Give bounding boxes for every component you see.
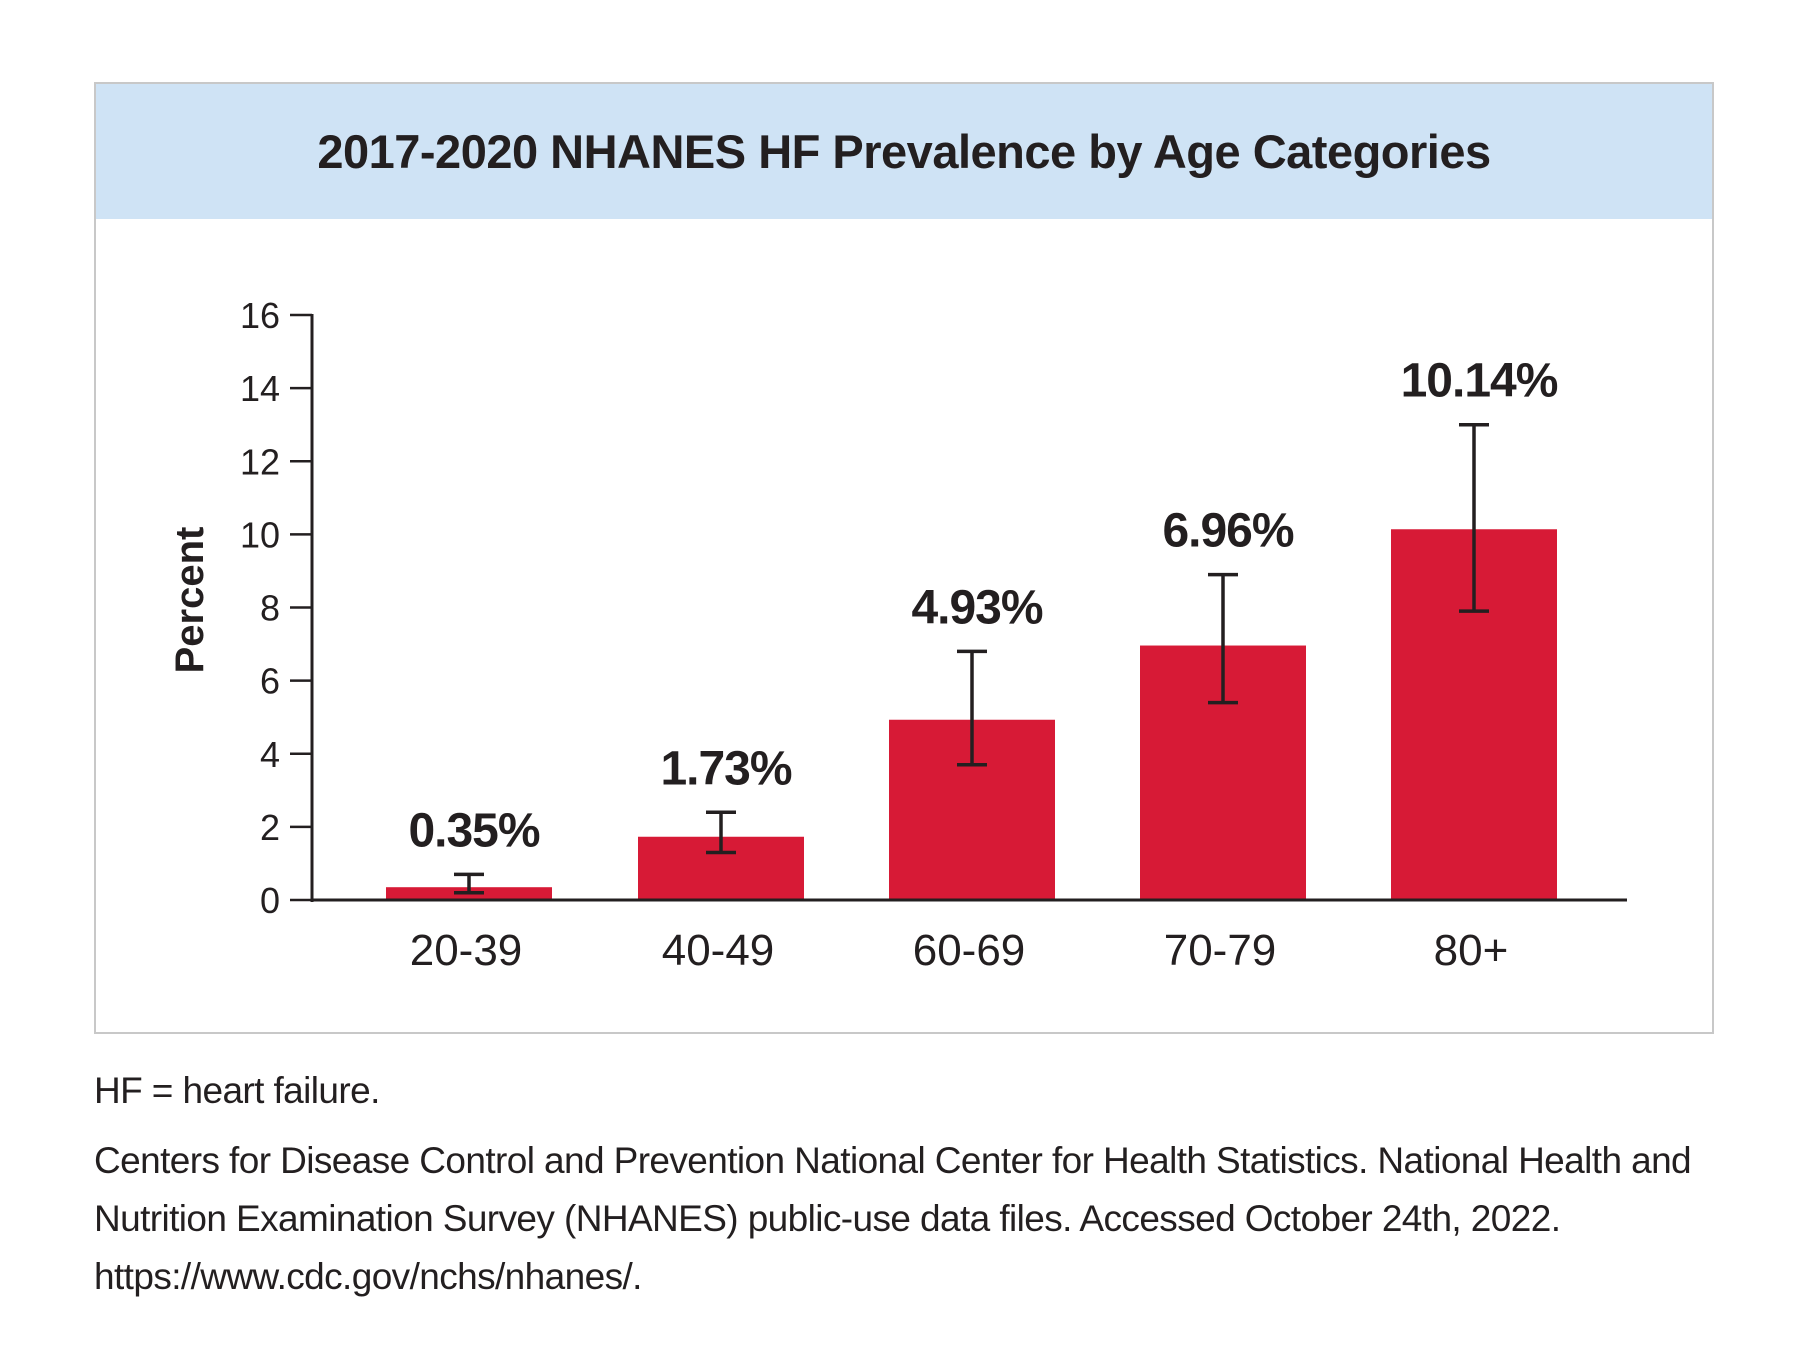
- y-tick-label: 0: [260, 880, 280, 921]
- data-label: 1.73%: [660, 742, 791, 795]
- chart-title: 2017-2020 NHANES HF Prevalence by Age Ca…: [317, 125, 1491, 178]
- x-tick-label: 20-39: [410, 926, 523, 975]
- y-tick-label: 12: [240, 441, 280, 482]
- y-tick-label: 4: [260, 734, 280, 775]
- source-line-1: Centers for Disease Control and Preventi…: [94, 1140, 1692, 1181]
- y-tick-label: 2: [260, 807, 280, 848]
- abbreviation-note: HF = heart failure.: [94, 1070, 380, 1111]
- chart-header: 2017-2020 NHANES HF Prevalence by Age Ca…: [96, 84, 1712, 219]
- y-tick-label: 6: [260, 661, 280, 702]
- x-tick-label: 70-79: [1164, 926, 1277, 975]
- data-label: 0.35%: [408, 804, 539, 857]
- data-label: 6.96%: [1162, 505, 1293, 558]
- y-axis-label: Percent: [168, 527, 212, 674]
- figure-notes: HF = heart failure. Centers for Disease …: [94, 1062, 1734, 1306]
- y-tick-label: 10: [240, 514, 280, 555]
- x-tick-label: 40-49: [662, 926, 775, 975]
- source-line-3: https://www.cdc.gov/nchs/nhanes/.: [94, 1256, 642, 1297]
- y-axis: 0 2 4 6 8 10 12 14 16: [240, 295, 314, 921]
- y-tick-label: 16: [240, 295, 280, 336]
- x-axis: 20-39 40-49 60-69 70-79 80+: [311, 898, 1627, 975]
- y-tick-label: 14: [240, 368, 280, 409]
- data-label: 10.14%: [1401, 355, 1558, 408]
- data-label: 4.93%: [911, 581, 1042, 634]
- bars: 0.35% 1.73% 4.93% 6.96% 10.14%: [386, 355, 1559, 900]
- y-tick-label: 8: [260, 588, 280, 629]
- x-tick-label: 60-69: [913, 926, 1026, 975]
- x-tick-label: 80+: [1434, 926, 1509, 975]
- source-line-2: Nutrition Examination Survey (NHANES) pu…: [94, 1198, 1561, 1239]
